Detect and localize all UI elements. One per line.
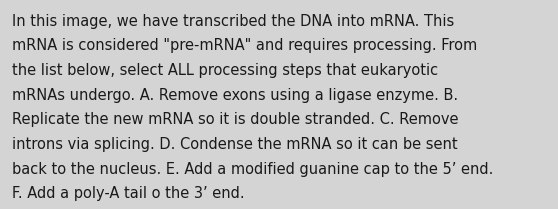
Text: mRNAs undergo. A. Remove exons using a ligase enzyme. B.: mRNAs undergo. A. Remove exons using a l… xyxy=(12,88,459,103)
Text: back to the nucleus. E. Add a modified guanine cap to the 5’ end.: back to the nucleus. E. Add a modified g… xyxy=(12,162,494,177)
Text: Replicate the new mRNA so it is double stranded. C. Remove: Replicate the new mRNA so it is double s… xyxy=(12,112,459,127)
Text: introns via splicing. D. Condense the mRNA so it can be sent: introns via splicing. D. Condense the mR… xyxy=(12,137,458,152)
Text: In this image, we have transcribed the DNA into mRNA. This: In this image, we have transcribed the D… xyxy=(12,14,455,29)
Text: F. Add a poly-A tail o the 3’ end.: F. Add a poly-A tail o the 3’ end. xyxy=(12,186,245,201)
Text: the list below, select ALL processing steps that eukaryotic: the list below, select ALL processing st… xyxy=(12,63,439,78)
Text: mRNA is considered "pre-mRNA" and requires processing. From: mRNA is considered "pre-mRNA" and requir… xyxy=(12,38,478,53)
